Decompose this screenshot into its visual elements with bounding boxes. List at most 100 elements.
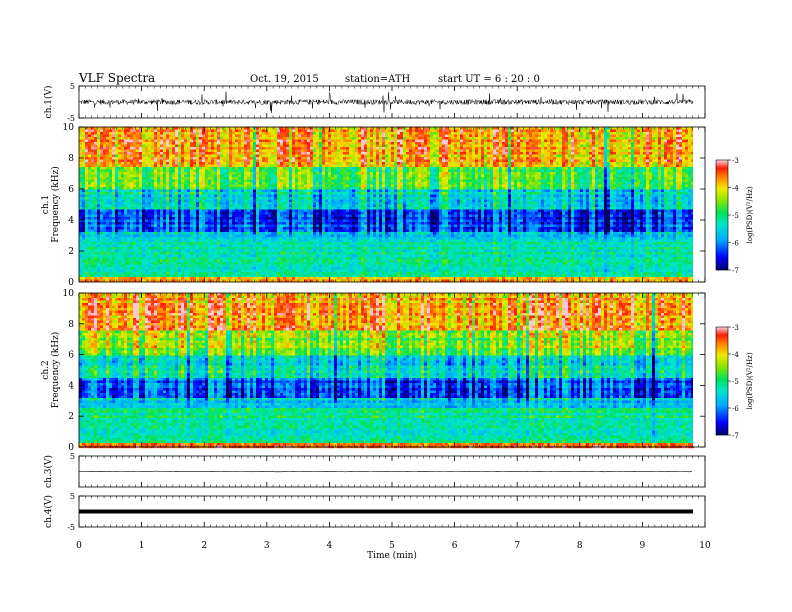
ch1-spectrogram-cell bbox=[280, 184, 284, 188]
ch1-spectrogram-cell bbox=[178, 184, 182, 188]
ch1-spectrogram-cell bbox=[199, 139, 203, 143]
ch1-spectrogram-cell bbox=[382, 152, 386, 155]
ch1-spectrogram-cell bbox=[574, 169, 578, 173]
ch1-spectrogram-cell bbox=[673, 147, 677, 150]
ch1-spectrogram-cell bbox=[439, 152, 443, 155]
ch1-spectrogram-cell bbox=[430, 129, 434, 133]
ch1-spectrogram-cell bbox=[691, 174, 695, 178]
ch1-spectrogram-cell bbox=[568, 127, 572, 130]
ch1-spectrogram-cell bbox=[334, 169, 338, 173]
ch1-spectrogram-cell bbox=[640, 182, 644, 185]
ch1-spectrogram-cell bbox=[475, 169, 479, 173]
ch1-spectrogram-cell bbox=[121, 154, 125, 158]
ch1-spectrogram-cell bbox=[253, 177, 257, 180]
ch1-spectrogram-cell bbox=[382, 162, 386, 165]
ch1-spectrogram-cell bbox=[685, 157, 689, 160]
ch1-spectrogram-cell bbox=[232, 164, 236, 168]
ch1-spectrogram-cell bbox=[94, 174, 98, 178]
ch1-spectrogram-cell bbox=[424, 159, 428, 163]
ch1-spectrogram-cell bbox=[289, 159, 293, 163]
ch1-spectrogram-cell bbox=[499, 132, 503, 135]
ch1-spectrogram-cell bbox=[487, 164, 491, 168]
ch1-spectrogram-cell bbox=[115, 139, 119, 143]
ch1-spectrogram-cell bbox=[241, 132, 245, 135]
ch1-spectrogram-cell bbox=[541, 179, 545, 183]
ch1-spectrogram-cell bbox=[535, 167, 539, 170]
ch1-spectrogram-cell bbox=[199, 162, 203, 165]
ch1-spectrogram-cell bbox=[517, 182, 521, 185]
ch1-spectrogram-cell bbox=[487, 159, 491, 163]
ch1-spectrogram-cell bbox=[145, 152, 149, 155]
ch1-spectrogram-cell bbox=[469, 169, 473, 173]
ch1-spectrogram-cell bbox=[349, 142, 353, 145]
ch1-spectrogram-cell bbox=[220, 174, 224, 178]
ch1-spectrogram-cell bbox=[478, 179, 482, 183]
ch1-spectrogram-cell bbox=[205, 184, 209, 188]
ch1-spectrogram-cell bbox=[79, 179, 83, 183]
ch1-spectrogram-cell bbox=[562, 157, 566, 160]
ch1-spectrogram-cell bbox=[661, 162, 665, 165]
ch1-spectrogram-cell bbox=[274, 149, 278, 153]
ch1-spectrogram-cell bbox=[373, 162, 377, 165]
ch1-spectrogram-cell bbox=[544, 129, 548, 133]
ch1-spectrogram-cell bbox=[430, 174, 434, 178]
ch1-spectrogram-cell bbox=[310, 144, 314, 148]
ch1-spectrogram-cell bbox=[466, 139, 470, 143]
ch1-spectrogram-cell bbox=[301, 182, 305, 185]
ch1-spectrogram-cell bbox=[370, 174, 374, 178]
ch1-spectrogram-cell bbox=[586, 159, 590, 163]
ch1-spectrogram-cell bbox=[448, 182, 452, 185]
ch1-spectrogram-cell bbox=[502, 147, 506, 150]
ch1-spectrogram-cell bbox=[559, 172, 563, 175]
ch1-spectrogram-cell bbox=[328, 172, 332, 175]
ch1-spectrogram-cell bbox=[277, 129, 281, 133]
ch1-spectrogram-cell bbox=[139, 149, 143, 153]
ch1-spectrogram-cell bbox=[133, 167, 137, 170]
ch1-spectrogram-cell bbox=[247, 179, 251, 183]
ch1-spectrogram-cell bbox=[160, 129, 164, 133]
ch1-spectrogram-cell bbox=[118, 182, 122, 185]
ch1-spectrogram-cell bbox=[673, 177, 677, 180]
ch1-spectrogram-cell bbox=[505, 129, 509, 133]
ch1-spectrogram-cell bbox=[151, 172, 155, 175]
ch1-spectrogram-cell bbox=[220, 177, 224, 180]
ch1-spectrogram-cell bbox=[331, 157, 335, 160]
ch1-spectrogram-cell bbox=[496, 177, 500, 180]
ch1-spectrogram-cell bbox=[292, 147, 296, 150]
ch1-spectrogram-cell bbox=[202, 177, 206, 180]
ch1-spectrogram-cell bbox=[325, 134, 329, 138]
ch1-spectrogram-cell bbox=[487, 134, 491, 138]
ch1-spectrogram-cell bbox=[193, 137, 197, 140]
ch1-spectrogram-cell bbox=[499, 139, 503, 143]
ch1-spectrogram-cell bbox=[385, 137, 389, 140]
ch1-spectrogram-cell bbox=[475, 174, 479, 178]
ch1-spectrogram-cell bbox=[364, 167, 368, 170]
ch1-spectrogram-cell bbox=[154, 137, 158, 140]
ch1-spectrogram-cell bbox=[193, 169, 197, 173]
ch1-spectrogram-cell bbox=[409, 154, 413, 158]
ch1-spectrogram-cell bbox=[241, 149, 245, 153]
ch1-spectrogram-cell bbox=[463, 149, 467, 153]
start-time-label: start UT = 6 : 20 : 0 bbox=[438, 74, 540, 85]
ch1-spectrogram-cell bbox=[436, 147, 440, 150]
ch1-spectrogram-cell bbox=[292, 152, 296, 155]
ch1-spectrogram-cell bbox=[358, 147, 362, 150]
ch1-spectrogram-cell bbox=[286, 152, 290, 155]
ch1-spectrogram-cell bbox=[205, 157, 209, 160]
ch1-spectrogram-cell bbox=[217, 139, 221, 143]
ch1-spectrogram-cell bbox=[340, 144, 344, 148]
ch1-spectrogram-cell bbox=[133, 179, 137, 183]
ch1-spectrogram-cell bbox=[508, 134, 512, 138]
ch1-spectrogram-cell bbox=[406, 144, 410, 148]
ch1-spectrogram-cell bbox=[313, 162, 317, 165]
ch1-spectrogram-cell bbox=[403, 132, 407, 135]
ch1-spectrogram-cell bbox=[193, 164, 197, 168]
ch1-spectrogram-cell bbox=[496, 149, 500, 153]
ch1-spectrogram-cell bbox=[412, 167, 416, 170]
ch1-spectrogram-cell bbox=[313, 142, 317, 145]
ch1-spectrogram-cell bbox=[568, 174, 572, 178]
ch1-spectrogram-cell bbox=[232, 157, 236, 160]
ch1-spectrogram-cell bbox=[556, 139, 560, 143]
ch1-spectrogram-cell bbox=[427, 149, 431, 153]
ch1-spectrogram-cell bbox=[97, 139, 101, 143]
